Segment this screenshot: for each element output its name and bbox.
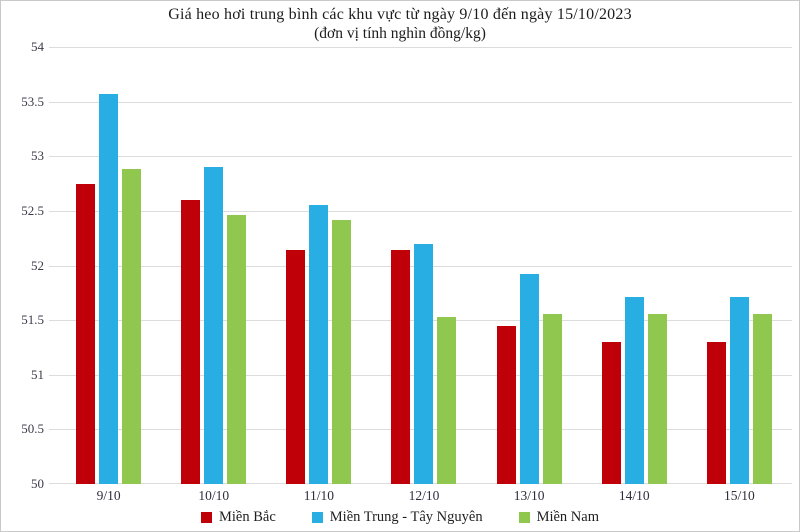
bar <box>227 215 247 484</box>
legend-item: Miền Trung - Tây Nguyên <box>311 509 483 526</box>
gridline <box>49 101 792 103</box>
legend: Miền Bắc Miền Trung - Tây Nguyên Miền Nam <box>1 509 799 526</box>
bar <box>122 169 142 484</box>
y-tick-label: 51.5 <box>21 312 44 328</box>
bar-group <box>56 47 161 484</box>
bar <box>496 325 516 484</box>
bar <box>601 341 621 484</box>
bar <box>332 219 352 484</box>
y-axis: 54 53.5 53 52.5 52 51.5 51 50.5 50 <box>1 39 47 491</box>
legend-swatch-icon <box>311 512 323 523</box>
bar <box>391 250 411 484</box>
y-tick-label: 50 <box>31 476 44 491</box>
y-tick-label: 52 <box>31 257 44 273</box>
gridline <box>49 156 792 158</box>
y-tick-label: 52.5 <box>21 202 44 218</box>
x-axis: 9/10 10/10 11/10 12/10 13/10 14/10 15/10 <box>56 488 792 504</box>
x-tick-label: 14/10 <box>618 488 650 503</box>
x-tick-label: 11/10 <box>303 488 334 503</box>
bar <box>647 313 667 484</box>
legend-swatch-icon <box>518 512 530 523</box>
bar-groups <box>56 47 792 484</box>
x-tick-label: 13/10 <box>513 488 545 503</box>
legend-swatch-icon <box>201 512 212 523</box>
x-tick-label: 15/10 <box>724 488 755 503</box>
bar-group <box>687 47 792 484</box>
y-tick-label: 51 <box>31 366 44 382</box>
bar <box>99 93 119 484</box>
bar-group <box>161 47 266 484</box>
chart-title: Giá heo hơi trung bình các khu vực từ ng… <box>168 6 632 23</box>
bar <box>706 341 726 484</box>
bar <box>437 316 457 484</box>
bar <box>624 297 644 484</box>
bar-group <box>477 47 582 484</box>
legend-item: Miền Bắc <box>201 509 276 526</box>
bar <box>729 297 749 484</box>
bar-group <box>371 47 476 484</box>
y-tick-label: 50.5 <box>21 421 44 437</box>
bar-group <box>582 47 687 484</box>
legend-item: Miền Nam <box>518 509 599 526</box>
gridline <box>49 47 792 48</box>
legend-label: Miền Nam <box>536 509 599 525</box>
x-tick-label: 10/10 <box>198 488 230 503</box>
x-tick-label: 12/10 <box>408 488 440 503</box>
y-tick-label: 53 <box>31 148 44 164</box>
bar <box>519 274 539 484</box>
bar <box>752 313 772 484</box>
bar-group <box>266 47 371 484</box>
legend-label: Miền Trung - Tây Nguyên <box>329 509 483 525</box>
plot-area <box>49 47 792 484</box>
bar <box>309 205 329 484</box>
bar <box>76 183 96 484</box>
y-tick-label: 53.5 <box>21 93 44 109</box>
x-tick-label: 9/10 <box>96 488 121 503</box>
bar <box>286 250 306 484</box>
y-tick-label: 54 <box>31 39 44 54</box>
bar <box>204 167 224 484</box>
gridline <box>49 210 792 212</box>
chart-subtitle: (đơn vị tính nghìn đồng/kg) <box>314 25 486 42</box>
legend-label: Miền Bắc <box>219 509 276 525</box>
bar <box>181 199 201 484</box>
bar <box>542 313 562 484</box>
bar <box>414 243 434 484</box>
